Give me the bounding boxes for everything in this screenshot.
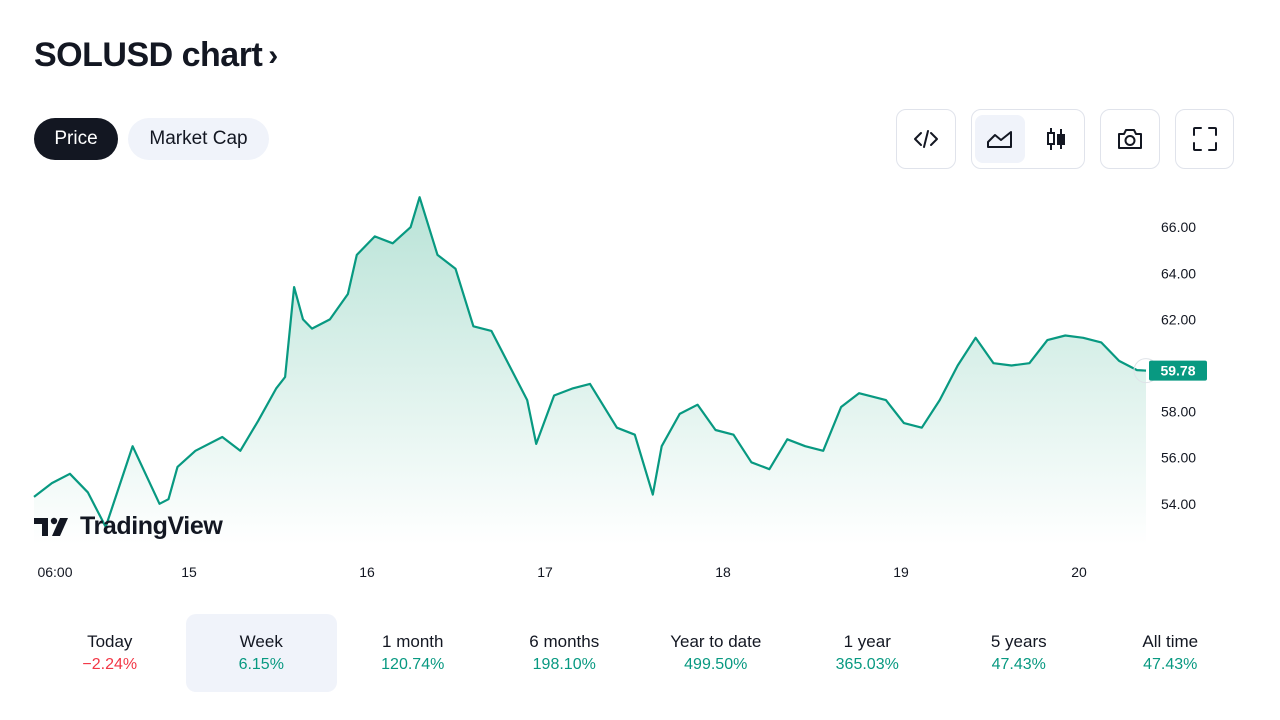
embed-toolbar-group bbox=[896, 109, 956, 169]
x-tick-label: 20 bbox=[1071, 564, 1087, 580]
page-title[interactable]: SOLUSD chart › bbox=[34, 36, 278, 75]
period-performance-bar: Today −2.24% Week 6.15% 1 month 120.74% 6 mont… bbox=[34, 614, 1246, 692]
candlestick-icon bbox=[1047, 128, 1065, 150]
period-label: 1 year bbox=[843, 632, 891, 651]
y-tick-label: 62.00 bbox=[1161, 311, 1196, 327]
period-label: 5 years bbox=[990, 632, 1047, 651]
camera-icon bbox=[1118, 129, 1142, 149]
y-tick-label: 64.00 bbox=[1161, 265, 1196, 281]
fullscreen-icon bbox=[1193, 127, 1217, 151]
period-5-years[interactable]: 5 years 47.43% bbox=[943, 614, 1095, 692]
snapshot-button[interactable] bbox=[1105, 115, 1155, 163]
period-change: 6.15% bbox=[238, 656, 284, 673]
period-change: 499.50% bbox=[684, 656, 748, 673]
period-label: Week bbox=[239, 632, 283, 651]
x-tick-label: 18 bbox=[715, 564, 731, 580]
candlestick-button[interactable] bbox=[1031, 115, 1081, 163]
tradingview-logo-icon bbox=[34, 517, 68, 536]
y-tick-label: 56.00 bbox=[1161, 450, 1196, 466]
period-label: All time bbox=[1142, 632, 1199, 651]
fullscreen-group bbox=[1175, 109, 1234, 169]
period-1-month[interactable]: 1 month 120.74% bbox=[337, 614, 489, 692]
embed-code-button[interactable] bbox=[901, 115, 951, 163]
period-change: 198.10% bbox=[532, 656, 596, 673]
last-price-label: 59.78 bbox=[1160, 363, 1195, 379]
y-tick-label: 58.00 bbox=[1161, 404, 1196, 420]
period-change: −2.24% bbox=[82, 656, 138, 673]
period-year-to-date[interactable]: Year to date 499.50% bbox=[640, 614, 792, 692]
x-tick-label: 17 bbox=[537, 564, 553, 580]
period-change: 365.03% bbox=[835, 656, 899, 673]
y-tick-label: 54.00 bbox=[1161, 496, 1196, 512]
period-week[interactable]: Week 6.15% bbox=[185, 614, 337, 692]
period-change: 47.43% bbox=[1143, 656, 1198, 673]
chart-title: SOLUSD chart bbox=[34, 36, 263, 74]
period-label: Today bbox=[87, 632, 133, 651]
period-change: 47.43% bbox=[991, 656, 1046, 673]
chart-type-group bbox=[971, 109, 1085, 169]
chevron-right-icon: › bbox=[268, 38, 278, 72]
last-price-tag: 59.78 bbox=[1149, 360, 1207, 381]
period-label: 6 months bbox=[529, 632, 600, 651]
period-change: 120.74% bbox=[381, 656, 445, 673]
tradingview-wordmark: TradingView bbox=[80, 512, 223, 540]
snapshot-group bbox=[1100, 109, 1160, 169]
tradingview-logo[interactable]: TradingView bbox=[34, 512, 223, 541]
fullscreen-button[interactable] bbox=[1180, 115, 1230, 163]
period-label: Year to date bbox=[670, 632, 762, 651]
price-line bbox=[33, 196, 1147, 528]
x-tick-label: 15 bbox=[181, 564, 197, 580]
x-tick-label: 16 bbox=[359, 564, 375, 580]
x-tick-label: 19 bbox=[893, 564, 909, 580]
period-today[interactable]: Today −2.24% bbox=[34, 614, 186, 692]
area-chart-icon bbox=[987, 131, 1012, 148]
period-label: 1 month bbox=[382, 632, 444, 651]
period-1-year[interactable]: 1 year 365.03% bbox=[792, 614, 944, 692]
x-axis: 06:00 15 16 17 18 19 20 bbox=[37, 564, 1087, 580]
period-6-months[interactable]: 6 months 198.10% bbox=[489, 614, 641, 692]
embed-code-icon bbox=[914, 130, 938, 148]
price-tab[interactable]: Price bbox=[34, 118, 118, 160]
y-tick-label: 66.00 bbox=[1161, 219, 1196, 235]
period-all-time[interactable]: All time 47.43% bbox=[1095, 614, 1247, 692]
x-tick-label: 06:00 bbox=[37, 564, 72, 580]
market-cap-tab[interactable]: Market Cap bbox=[128, 118, 269, 160]
area-chart-button[interactable] bbox=[975, 115, 1025, 163]
price-area-fill bbox=[34, 197, 1146, 545]
